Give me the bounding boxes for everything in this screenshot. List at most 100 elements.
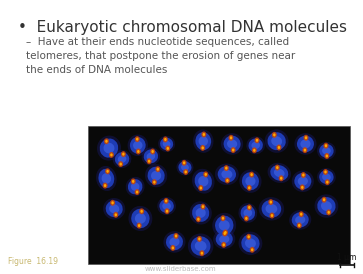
Ellipse shape bbox=[164, 138, 167, 141]
Ellipse shape bbox=[224, 136, 241, 152]
Ellipse shape bbox=[118, 155, 126, 163]
Ellipse shape bbox=[109, 204, 119, 213]
Ellipse shape bbox=[105, 168, 110, 174]
Ellipse shape bbox=[277, 144, 281, 150]
Ellipse shape bbox=[271, 136, 282, 146]
Ellipse shape bbox=[113, 212, 118, 218]
Ellipse shape bbox=[145, 164, 167, 187]
Ellipse shape bbox=[142, 147, 160, 165]
Ellipse shape bbox=[136, 191, 138, 193]
Ellipse shape bbox=[289, 210, 311, 230]
Ellipse shape bbox=[219, 220, 230, 231]
Ellipse shape bbox=[247, 204, 252, 210]
Ellipse shape bbox=[226, 179, 229, 182]
Ellipse shape bbox=[248, 206, 250, 209]
Ellipse shape bbox=[215, 164, 239, 185]
Ellipse shape bbox=[199, 250, 204, 256]
Ellipse shape bbox=[104, 184, 106, 187]
Ellipse shape bbox=[273, 133, 276, 136]
Ellipse shape bbox=[137, 150, 139, 153]
Ellipse shape bbox=[241, 206, 255, 221]
Ellipse shape bbox=[245, 176, 256, 186]
Ellipse shape bbox=[183, 161, 185, 164]
Ellipse shape bbox=[195, 241, 207, 251]
Ellipse shape bbox=[148, 167, 165, 185]
Ellipse shape bbox=[297, 222, 302, 229]
Ellipse shape bbox=[97, 136, 121, 161]
Ellipse shape bbox=[174, 233, 179, 239]
Ellipse shape bbox=[322, 147, 331, 155]
Ellipse shape bbox=[248, 186, 250, 189]
Ellipse shape bbox=[294, 133, 317, 155]
Ellipse shape bbox=[301, 172, 306, 178]
Ellipse shape bbox=[106, 201, 123, 217]
Ellipse shape bbox=[317, 197, 335, 215]
Ellipse shape bbox=[326, 209, 331, 215]
Ellipse shape bbox=[248, 235, 250, 238]
Ellipse shape bbox=[144, 149, 158, 163]
Ellipse shape bbox=[126, 177, 144, 196]
Ellipse shape bbox=[302, 147, 307, 153]
Ellipse shape bbox=[157, 197, 176, 215]
Ellipse shape bbox=[130, 137, 146, 154]
Ellipse shape bbox=[298, 177, 308, 186]
Ellipse shape bbox=[221, 170, 232, 179]
Ellipse shape bbox=[156, 168, 159, 171]
Ellipse shape bbox=[164, 208, 170, 214]
Ellipse shape bbox=[198, 176, 208, 187]
Ellipse shape bbox=[256, 139, 258, 142]
Ellipse shape bbox=[96, 166, 117, 191]
Ellipse shape bbox=[218, 166, 236, 182]
Ellipse shape bbox=[181, 164, 189, 171]
Ellipse shape bbox=[104, 138, 109, 144]
Ellipse shape bbox=[119, 162, 122, 165]
Ellipse shape bbox=[135, 136, 140, 142]
Ellipse shape bbox=[105, 140, 108, 143]
Ellipse shape bbox=[319, 170, 334, 184]
Ellipse shape bbox=[215, 216, 233, 235]
Ellipse shape bbox=[302, 173, 305, 176]
Ellipse shape bbox=[327, 211, 330, 214]
Ellipse shape bbox=[323, 169, 328, 175]
Ellipse shape bbox=[265, 204, 277, 214]
Ellipse shape bbox=[140, 210, 143, 213]
Ellipse shape bbox=[319, 144, 334, 158]
Ellipse shape bbox=[138, 224, 140, 227]
Ellipse shape bbox=[324, 170, 327, 173]
Ellipse shape bbox=[136, 149, 141, 155]
Ellipse shape bbox=[203, 133, 205, 136]
Ellipse shape bbox=[162, 202, 171, 210]
Ellipse shape bbox=[278, 146, 280, 149]
Ellipse shape bbox=[188, 233, 213, 259]
Ellipse shape bbox=[200, 187, 202, 190]
Ellipse shape bbox=[254, 137, 260, 143]
Ellipse shape bbox=[151, 171, 161, 181]
Ellipse shape bbox=[250, 247, 255, 253]
Ellipse shape bbox=[121, 151, 126, 157]
Ellipse shape bbox=[224, 232, 226, 235]
Ellipse shape bbox=[275, 165, 280, 171]
Ellipse shape bbox=[300, 139, 311, 149]
Text: www.sliderbase.com: www.sliderbase.com bbox=[145, 266, 217, 272]
Ellipse shape bbox=[132, 180, 134, 183]
Ellipse shape bbox=[166, 210, 168, 213]
Ellipse shape bbox=[238, 203, 257, 223]
Ellipse shape bbox=[231, 147, 236, 153]
Ellipse shape bbox=[224, 231, 227, 234]
Ellipse shape bbox=[192, 169, 215, 194]
Ellipse shape bbox=[249, 138, 263, 152]
Ellipse shape bbox=[242, 172, 259, 190]
Ellipse shape bbox=[176, 159, 193, 175]
Ellipse shape bbox=[299, 211, 304, 217]
Ellipse shape bbox=[163, 231, 185, 253]
Ellipse shape bbox=[303, 135, 309, 141]
Ellipse shape bbox=[223, 230, 228, 235]
Ellipse shape bbox=[196, 208, 206, 218]
Ellipse shape bbox=[159, 199, 174, 213]
Ellipse shape bbox=[246, 136, 265, 154]
Ellipse shape bbox=[232, 149, 234, 152]
Ellipse shape bbox=[189, 201, 212, 224]
Ellipse shape bbox=[246, 234, 251, 240]
Ellipse shape bbox=[127, 135, 148, 156]
Text: •  Eukaryotic chromosomal DNA molecules: • Eukaryotic chromosomal DNA molecules bbox=[18, 20, 347, 35]
